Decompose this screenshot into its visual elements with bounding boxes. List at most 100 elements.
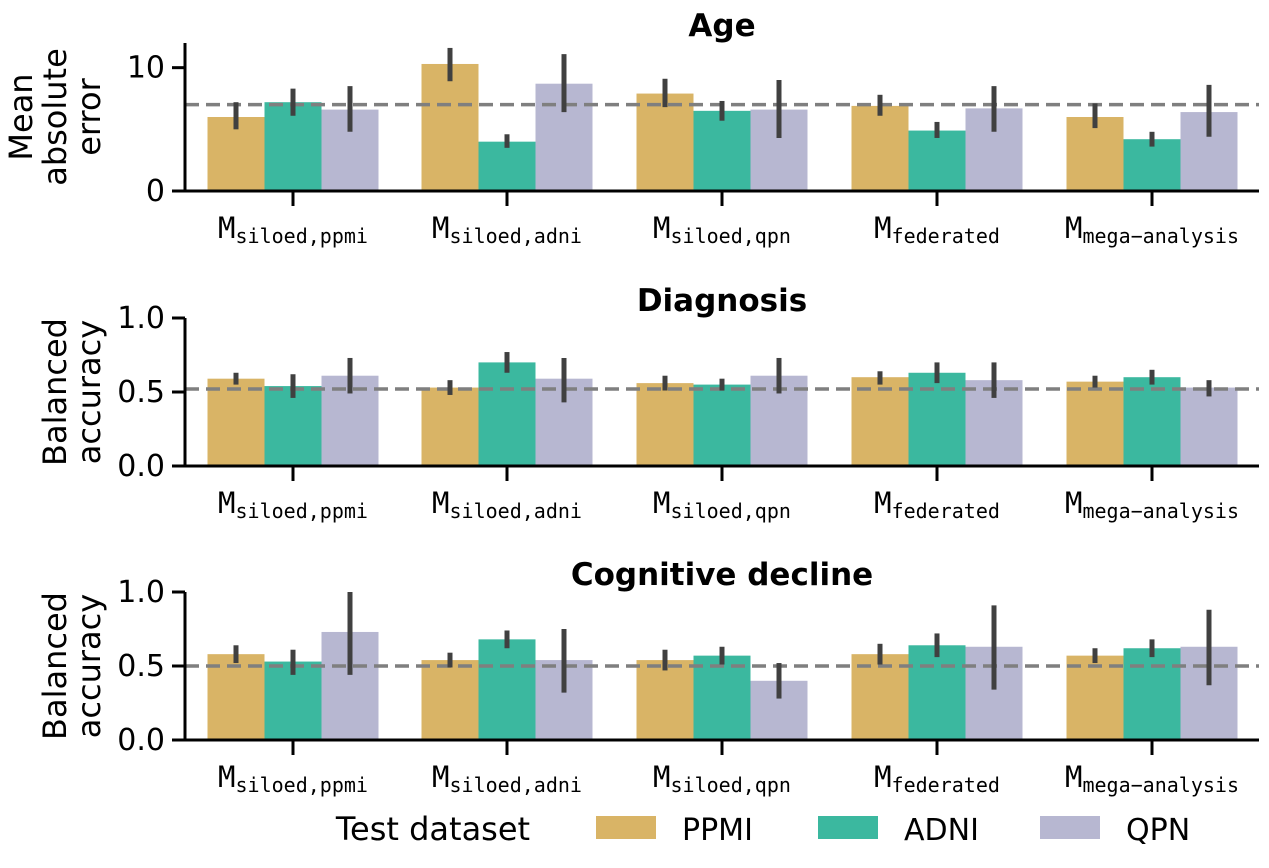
x-tick-label-main: M [653,486,670,520]
x-tick-label-main: M [218,211,235,245]
bar-ppmi [636,383,694,466]
panel-2: Diagnosis Balancedaccuracy 0.0 0.5 1.0 Msiloe… [36,283,1259,523]
x-tick-label: Msiloed,qpn [653,211,791,248]
bar-adni [264,102,322,191]
x-tick-label-main: M [1065,760,1082,794]
x-tick-label: Mmega−analysis [1065,760,1239,797]
x-tick-label-subscript: mega−analysis [1082,224,1239,248]
bar-adni [1123,648,1181,740]
bar-adni [478,141,536,191]
legend-swatch-adni [818,816,878,839]
y-axis-label-line: Balanced [36,592,74,740]
x-tick-label-subscript: siloed,adni [450,773,582,797]
y-axis-label-line: Mean [2,73,40,160]
bar-adni [693,110,751,191]
x-tick-label-main: M [874,486,891,520]
x-tick-label: Mmega−analysis [1065,486,1239,523]
bar-adni [1123,139,1181,191]
x-tick-label-main: M [432,760,449,794]
y-tick-label: 0 [146,174,165,209]
y-axis-label-line: accuracy [70,594,108,738]
y-axis-label-line: accuracy [70,320,108,464]
x-tick-label-main: M [432,486,449,520]
x-tick-label-subscript: siloed,qpn [671,773,791,797]
legend-label-adni: ADNI [904,813,979,848]
y-axis-label-line: absolute [36,48,74,186]
y-tick-label: 0.5 [117,649,165,684]
x-tick-label-main: M [653,211,670,245]
x-tick-label-main: M [874,211,891,245]
bar-ppmi [421,63,479,191]
bar-ppmi [851,377,909,466]
x-tick-label-subscript: siloed,ppmi [236,224,368,248]
legend-swatch-qpn [1040,816,1100,839]
bar-adni [478,639,536,740]
x-tick-label: Msiloed,ppmi [218,486,368,523]
panel-title: Cognitive decline [571,557,873,593]
x-tick-label-main: M [1065,211,1082,245]
x-tick-label-subscript: mega−analysis [1082,499,1239,523]
bar-ppmi [1066,381,1124,466]
x-tick-label-subscript: mega−analysis [1082,773,1239,797]
x-tick-label-subscript: federated [892,224,1000,248]
x-tick-label: Msiloed,adni [432,486,582,523]
x-tick-label-subscript: siloed,ppmi [236,773,368,797]
y-axis-label: Balancedaccuracy [36,592,108,740]
bar-ppmi [421,660,479,740]
y-axis-label-line: Balanced [36,318,74,466]
x-tick-label: Mfederated [874,486,1000,523]
y-axis-label-line: error [70,77,108,155]
bar-ppmi [636,660,694,740]
y-tick-label: 10 [127,51,165,86]
bar-adni [908,372,966,466]
bar-ppmi [636,93,694,191]
y-tick-label: 1.0 [117,301,165,336]
panel-title: Diagnosis [637,283,807,319]
y-tick-label: 0.5 [117,375,165,410]
x-tick-label-main: M [218,486,235,520]
x-tick-label: Msiloed,qpn [653,486,791,523]
x-tick-label-main: M [1065,486,1082,520]
bar-ppmi [421,387,479,466]
bar-adni [908,645,966,740]
bar-adni [908,130,966,191]
panel-title: Age [688,8,755,44]
bar-adni [478,362,536,466]
x-tick-label-subscript: siloed,qpn [671,224,791,248]
x-tick-label-subscript: siloed,adni [450,224,582,248]
bar-ppmi [851,105,909,191]
bar-ppmi [207,378,265,466]
panel-3: Cognitive decline Balancedaccuracy 0.0 0.5 1… [36,557,1259,797]
legend-swatch-ppmi [596,816,656,839]
x-tick-label: Msiloed,adni [432,760,582,797]
bar-ppmi [207,654,265,740]
y-axis-label: Balancedaccuracy [36,318,108,466]
x-tick-label: Msiloed,ppmi [218,760,368,797]
x-tick-label-subscript: siloed,ppmi [236,499,368,523]
x-tick-label: Mmega−analysis [1065,211,1239,248]
x-tick-label-main: M [432,211,449,245]
bar-adni [264,386,322,466]
x-tick-label: Mfederated [874,211,1000,248]
x-tick-label-main: M [653,760,670,794]
x-tick-label: Mfederated [874,760,1000,797]
y-axis-label: Meanabsoluteerror [2,48,108,186]
bar-ppmi [851,654,909,740]
bar-adni [693,384,751,466]
bar-ppmi [1066,117,1124,191]
legend-label-qpn: QPN [1126,813,1190,848]
bar-adni [1123,377,1181,466]
x-tick-label: Msiloed,ppmi [218,211,368,248]
x-tick-label-subscript: federated [892,499,1000,523]
legend-label-ppmi: PPMI [682,813,753,848]
legend: Test dataset PPMI ADNI QPN [335,810,1190,848]
x-tick-label: Msiloed,qpn [653,760,791,797]
x-tick-label-subscript: siloed,adni [450,499,582,523]
x-tick-label-main: M [218,760,235,794]
x-tick-label-subscript: siloed,qpn [671,499,791,523]
x-tick-label-main: M [874,760,891,794]
bar-ppmi [1066,655,1124,740]
y-tick-label: 0.0 [117,723,165,758]
